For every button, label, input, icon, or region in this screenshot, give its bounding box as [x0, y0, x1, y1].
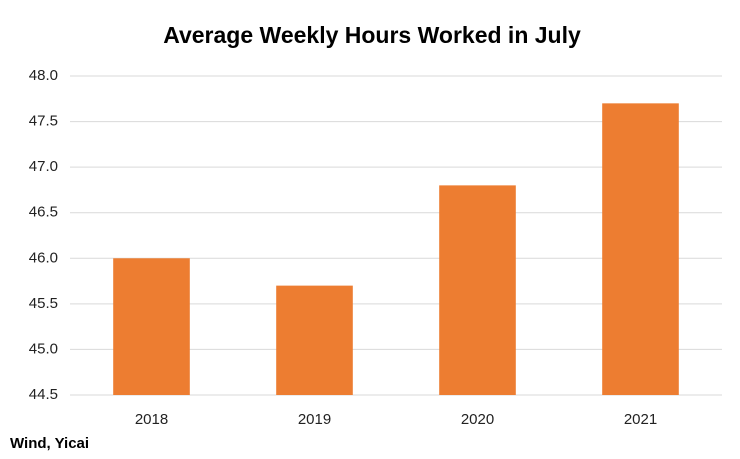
y-tick-label: 46.5: [29, 204, 58, 221]
y-tick-label: 47.0: [29, 158, 58, 175]
y-tick-label: 47.5: [29, 113, 58, 130]
x-tick-label: 2020: [461, 411, 494, 428]
y-tick-label: 45.5: [29, 295, 58, 312]
x-tick-label: 2018: [135, 411, 168, 428]
bar: [113, 258, 190, 395]
chart-title: Average Weekly Hours Worked in July: [163, 22, 581, 48]
y-tick-label: 46.0: [29, 249, 58, 266]
y-tick-label: 45.0: [29, 340, 58, 357]
x-tick-label: 2019: [298, 411, 331, 428]
source-note: Wind, Yicai: [10, 435, 89, 452]
y-tick-label: 44.5: [29, 386, 58, 403]
y-tick-label: 48.0: [29, 67, 58, 84]
bar: [439, 185, 516, 395]
bar: [602, 103, 679, 395]
x-tick-label: 2021: [624, 411, 657, 428]
bar: [276, 285, 353, 395]
